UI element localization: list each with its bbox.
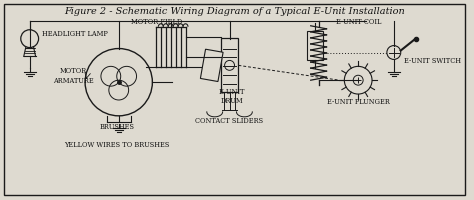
Text: HEADLIGHT LAMP: HEADLIGHT LAMP [42, 30, 107, 38]
Text: MOTOR FIELD: MOTOR FIELD [131, 18, 182, 26]
Bar [221, 38, 238, 93]
Text: E-UNIT SWITCH: E-UNIT SWITCH [404, 57, 461, 65]
Circle shape [21, 31, 38, 48]
Circle shape [387, 46, 401, 60]
Circle shape [85, 49, 152, 116]
Text: E-UNIT PLUNGER: E-UNIT PLUNGER [327, 97, 390, 105]
Bar [201, 50, 223, 82]
Text: MOTOR
ARMATURE: MOTOR ARMATURE [53, 67, 93, 85]
Text: Figure 2 - Schematic Wiring Diagram of a Typical E-Unit Installation: Figure 2 - Schematic Wiring Diagram of a… [64, 7, 405, 16]
Circle shape [344, 67, 372, 95]
Bar [307, 32, 323, 61]
Text: E-UNIT COIL: E-UNIT COIL [337, 18, 382, 26]
Text: CONTACT SLIDERS: CONTACT SLIDERS [195, 116, 264, 124]
Text: BRUSHES: BRUSHES [99, 122, 134, 130]
Text: E UNIT
DRUM: E UNIT DRUM [219, 87, 244, 104]
Text: YELLOW WIRES TO BRUSHES: YELLOW WIRES TO BRUSHES [64, 140, 169, 148]
